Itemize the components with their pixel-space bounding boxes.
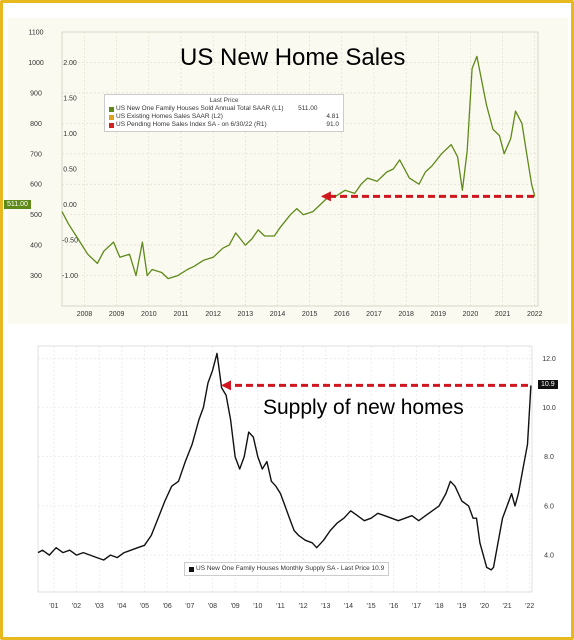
x-tick-label: '04 [117,603,126,610]
x-tick-label: 2022 [527,311,543,318]
legend-entry: US Pending Home Sales Index SA - on 6/30… [109,121,339,129]
x-tick-label: 2016 [334,311,350,318]
y-tick-label: 600 [30,182,42,189]
legend-entry-label: US New One Family Houses Monthly Supply … [196,565,385,572]
reference-arrow-head [221,380,232,391]
x-tick-label: 2015 [302,311,318,318]
y-tick-label: 6.0 [544,503,554,510]
x-tick-label: '10 [253,603,262,610]
inner-y-tick-label: 0.50 [63,167,77,174]
y-tick-label: 300 [30,273,42,280]
y-tick-label: 400 [30,243,42,250]
y-tick-label: 800 [30,121,42,128]
plot-area [61,31,539,307]
y-tick-label: 10.0 [542,405,556,412]
x-tick-label: '14 [344,603,353,610]
y-tick-label: 900 [30,90,42,97]
inner-y-tick-label: 0.00 [63,202,77,209]
legend-entry-label: US New One Family Houses Sold Annual Tot… [116,105,284,112]
chart2-legend: US New One Family Houses Monthly Supply … [184,562,390,576]
legend-swatch [189,566,194,572]
x-tick-label: '20 [480,603,489,610]
legend-entry-value: 511.00 [298,105,318,112]
x-tick-label: '22 [525,603,534,610]
chart1-legend: Last Price US New One Family Houses Sold… [104,94,344,132]
legend-entry: US New One Family Houses Monthly Supply … [189,565,384,573]
x-tick-label: '15 [367,603,376,610]
chart2-last-value-badge: 10.9 [538,380,558,389]
x-tick-label: '11 [276,603,285,610]
x-tick-label: 2010 [141,311,157,318]
legend-swatch [109,114,114,120]
y-tick-label: 500 [30,212,42,219]
legend-entry-value: 4.81 [326,113,339,120]
x-tick-label: 2020 [463,311,479,318]
new-home-sales-plot: 1100 1000 900 800 700 600 500 400 300 2.00 1.50 1.0… [28,30,543,319]
x-tick-label: 2018 [398,311,414,318]
chart1-title: US New Home Sales [180,44,406,71]
x-tick-label: '16 [389,603,398,610]
legend-header: Last Price [209,97,239,104]
new-home-supply-plot: 12.0 10.0 8.0 6.0 4.0 '01 '02 '03 '04 '05 '06 '07 '0… [37,345,556,610]
x-tick-label: '18 [435,603,444,610]
legend-swatch [109,106,114,112]
y-tick-label: 1100 [28,30,43,37]
y-tick-label: 1000 [28,60,44,67]
x-tick-label: '09 [231,603,240,610]
x-tick-label: 2014 [270,311,286,318]
x-tick-label: '02 [72,603,81,610]
home-sales-line [61,55,536,280]
y-tick-label: 8.0 [544,454,554,461]
inner-y-tick-label: -0.50 [62,238,78,245]
x-tick-label: '03 [95,603,104,610]
inner-y-tick-label: -1.00 [62,273,78,280]
legend-entry-value: 91.0 [326,121,339,128]
reference-arrow-head [320,191,331,202]
housing-supply-line [37,352,532,571]
chart1-last-value-badge: 511.00 [4,200,31,209]
plot-area [37,345,533,593]
legend-entry: US Existing Homes Sales SAAR (L2) 4.81 [109,113,339,121]
x-tick-label: '05 [140,603,149,610]
new-home-supply-chart: 12.0 10.0 8.0 6.0 4.0 '01 '02 '03 '04 '05 '06 '07 '0… [8,340,568,632]
x-tick-label: '08 [208,603,217,610]
x-tick-label: 2017 [366,311,382,318]
x-tick-label: '17 [412,603,421,610]
new-home-sales-chart: 1100 1000 900 800 700 600 500 400 300 2.00 1.50 1.0… [4,18,568,324]
x-tick-label: 2013 [238,311,254,318]
inner-y-tick-label: 1.00 [63,131,77,138]
x-tick-label: 2009 [109,311,125,318]
y-tick-label: 12.0 [542,356,556,363]
x-tick-label: '13 [321,603,330,610]
x-tick-label: '07 [185,603,194,610]
legend-entry: US New One Family Houses Sold Annual Tot… [109,105,339,113]
x-tick-label: '12 [299,603,308,610]
x-tick-label: 2021 [495,311,511,318]
x-tick-label: '21 [503,603,512,610]
inner-y-tick-label: 1.50 [63,95,77,102]
legend-swatch [109,122,114,128]
x-tick-label: 2019 [431,311,447,318]
legend-entry-label: US Pending Home Sales Index SA - on 6/30… [116,121,267,128]
x-tick-label: '06 [163,603,172,610]
x-tick-label: '01 [49,603,58,610]
y-tick-label: 700 [30,151,42,158]
x-tick-label: 2008 [77,311,93,318]
x-tick-label: 2011 [173,311,188,318]
legend-entry-label: US Existing Homes Sales SAAR (L2) [116,113,223,120]
x-tick-label: '19 [457,603,466,610]
chart2-title: Supply of new homes [263,396,464,419]
x-tick-label: 2012 [205,311,221,318]
y-tick-label: 4.0 [544,553,554,560]
inner-y-tick-label: 2.00 [63,60,77,67]
